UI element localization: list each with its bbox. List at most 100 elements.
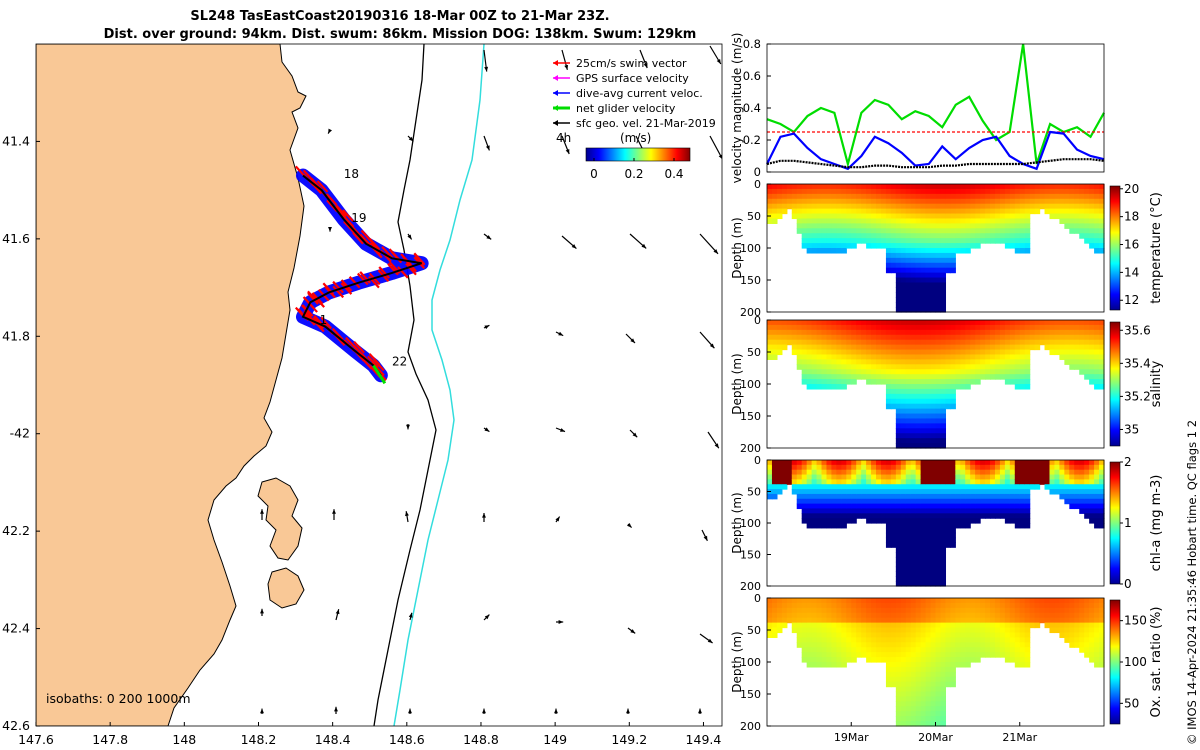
- section-cell: [806, 184, 813, 190]
- section-cell: [935, 498, 942, 505]
- section-cell: [994, 233, 1001, 239]
- section-cell: [831, 622, 837, 629]
- section-cell: [935, 297, 942, 303]
- section-cell: [1074, 598, 1080, 604]
- section-cell: [1094, 474, 1100, 480]
- section-cell: [1019, 324, 1026, 331]
- section-cell: [935, 666, 942, 673]
- section-cell: [1099, 464, 1105, 471]
- section-cell: [980, 479, 986, 485]
- section-cell: [880, 188, 887, 195]
- section-cell: [1069, 479, 1075, 485]
- section-cell: [1074, 208, 1080, 215]
- section-cell: [836, 203, 842, 210]
- section-cell: [945, 228, 951, 234]
- section-cell: [905, 349, 912, 356]
- section-cell: [920, 243, 927, 249]
- section-cell: [980, 617, 986, 624]
- section-cell: [950, 671, 956, 678]
- section-cell: [816, 374, 823, 380]
- section-cell: [821, 523, 828, 529]
- section-cell: [990, 339, 996, 346]
- section-cell: [925, 537, 932, 543]
- section-cell: [930, 379, 937, 385]
- geo-velocity-arrowhead: [558, 331, 564, 336]
- section-cell: [1059, 354, 1065, 360]
- section-cell: [945, 464, 951, 471]
- section-cell: [950, 647, 956, 653]
- section-cell: [821, 223, 828, 229]
- section-cell: [1014, 489, 1021, 495]
- section-cell: [890, 184, 897, 190]
- section-cell: [905, 198, 912, 205]
- section-cell: [925, 607, 932, 614]
- section-cell: [905, 637, 912, 643]
- section-ylabel: Depth (m): [730, 353, 744, 414]
- section-cell: [851, 213, 857, 220]
- section-cell: [836, 647, 842, 653]
- section-cell: [985, 637, 991, 643]
- section-cell: [925, 503, 932, 510]
- section-cell: [816, 324, 823, 331]
- section-cell: [1024, 213, 1031, 220]
- section-cell: [841, 652, 847, 658]
- section-ytick-label: 200: [740, 442, 761, 455]
- section-cell: [940, 384, 947, 390]
- geo-velocity-arrowhead: [714, 443, 719, 449]
- section-cell: [866, 329, 872, 336]
- section-cell: [930, 292, 937, 298]
- section-cell: [851, 228, 857, 234]
- section-cell: [1069, 344, 1075, 351]
- section-cell: [816, 493, 823, 500]
- section-cell: [885, 188, 892, 195]
- section-cell: [940, 464, 947, 471]
- section-cell: [920, 571, 927, 577]
- section-cell: [826, 203, 833, 210]
- section-cell: [975, 238, 981, 244]
- section-cell: [1069, 188, 1075, 195]
- section-cell: [950, 518, 956, 524]
- section-cell: [935, 508, 942, 514]
- section-cell: [876, 344, 882, 351]
- section-cell: [1074, 627, 1080, 634]
- section-cell: [1069, 617, 1075, 624]
- section-cell: [851, 657, 857, 663]
- section-cell: [841, 193, 847, 200]
- section-cell: [851, 493, 857, 500]
- section-cell: [796, 228, 803, 234]
- section-cell: [836, 513, 842, 519]
- section-cell: [851, 324, 857, 331]
- section-cell: [930, 369, 937, 375]
- section-cell: [910, 243, 917, 249]
- section-cell: [930, 257, 937, 264]
- section-cell: [910, 228, 917, 234]
- section-cell: [801, 184, 808, 190]
- section-cell: [935, 547, 942, 553]
- section-cell: [915, 398, 922, 405]
- section-cell: [1084, 223, 1090, 229]
- section-cell: [950, 369, 956, 375]
- colorbar-tick-label: 0: [590, 167, 598, 181]
- section-cell: [1009, 339, 1016, 346]
- section-cell: [960, 213, 966, 220]
- section-cell: [920, 393, 927, 400]
- section-cell: [806, 489, 813, 495]
- section-cell: [846, 602, 852, 609]
- section-cell: [806, 513, 813, 519]
- section-cell: [910, 556, 917, 563]
- section-cell: [900, 408, 907, 415]
- section-cell: [796, 213, 803, 220]
- section-cell: [791, 612, 798, 619]
- section-cell: [930, 556, 937, 563]
- section-cell: [915, 460, 922, 466]
- section-cell: [895, 484, 902, 490]
- section-cell: [1014, 218, 1021, 224]
- section-cell: [816, 602, 823, 609]
- section-cell: [866, 369, 872, 375]
- section-cell: [880, 622, 887, 629]
- section-cell: [885, 248, 892, 254]
- section-cell: [876, 489, 882, 495]
- section-cell: [905, 721, 912, 727]
- section-cell: [905, 696, 912, 702]
- section-cell: [1024, 493, 1031, 500]
